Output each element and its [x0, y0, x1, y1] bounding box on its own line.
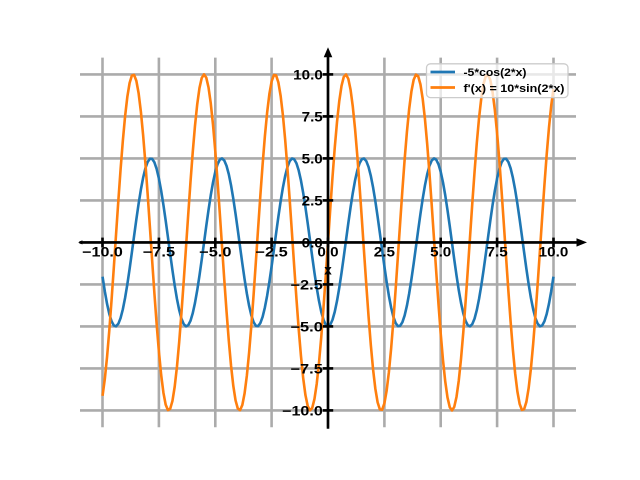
- svg-text:0.0: 0.0: [317, 245, 338, 260]
- svg-text:x: x: [324, 262, 332, 277]
- svg-text:2.5: 2.5: [374, 245, 396, 260]
- svg-text:−5.0: −5.0: [199, 245, 231, 260]
- svg-text:f'(x) = 10*sin(2*x): f'(x) = 10*sin(2*x): [464, 83, 565, 95]
- svg-text:7.5: 7.5: [487, 245, 509, 260]
- svg-text:−5.0: −5.0: [291, 319, 323, 334]
- svg-text:−10.0: −10.0: [82, 245, 123, 260]
- svg-text:−2.5: −2.5: [291, 277, 324, 292]
- svg-text:−7.5: −7.5: [143, 245, 176, 260]
- svg-text:−7.5: −7.5: [291, 361, 324, 376]
- svg-text:−10.0: −10.0: [282, 403, 323, 418]
- svg-text:10.0: 10.0: [293, 67, 323, 82]
- svg-text:5.0: 5.0: [302, 151, 323, 166]
- svg-text:2.5: 2.5: [302, 193, 324, 208]
- svg-text:0.0: 0.0: [302, 235, 323, 250]
- svg-text:7.5: 7.5: [302, 109, 324, 124]
- svg-text:10.0: 10.0: [539, 245, 569, 260]
- svg-text:5.0: 5.0: [430, 245, 451, 260]
- svg-text:-5*cos(2*x): -5*cos(2*x): [464, 67, 527, 79]
- svg-text:−2.5: −2.5: [255, 245, 288, 260]
